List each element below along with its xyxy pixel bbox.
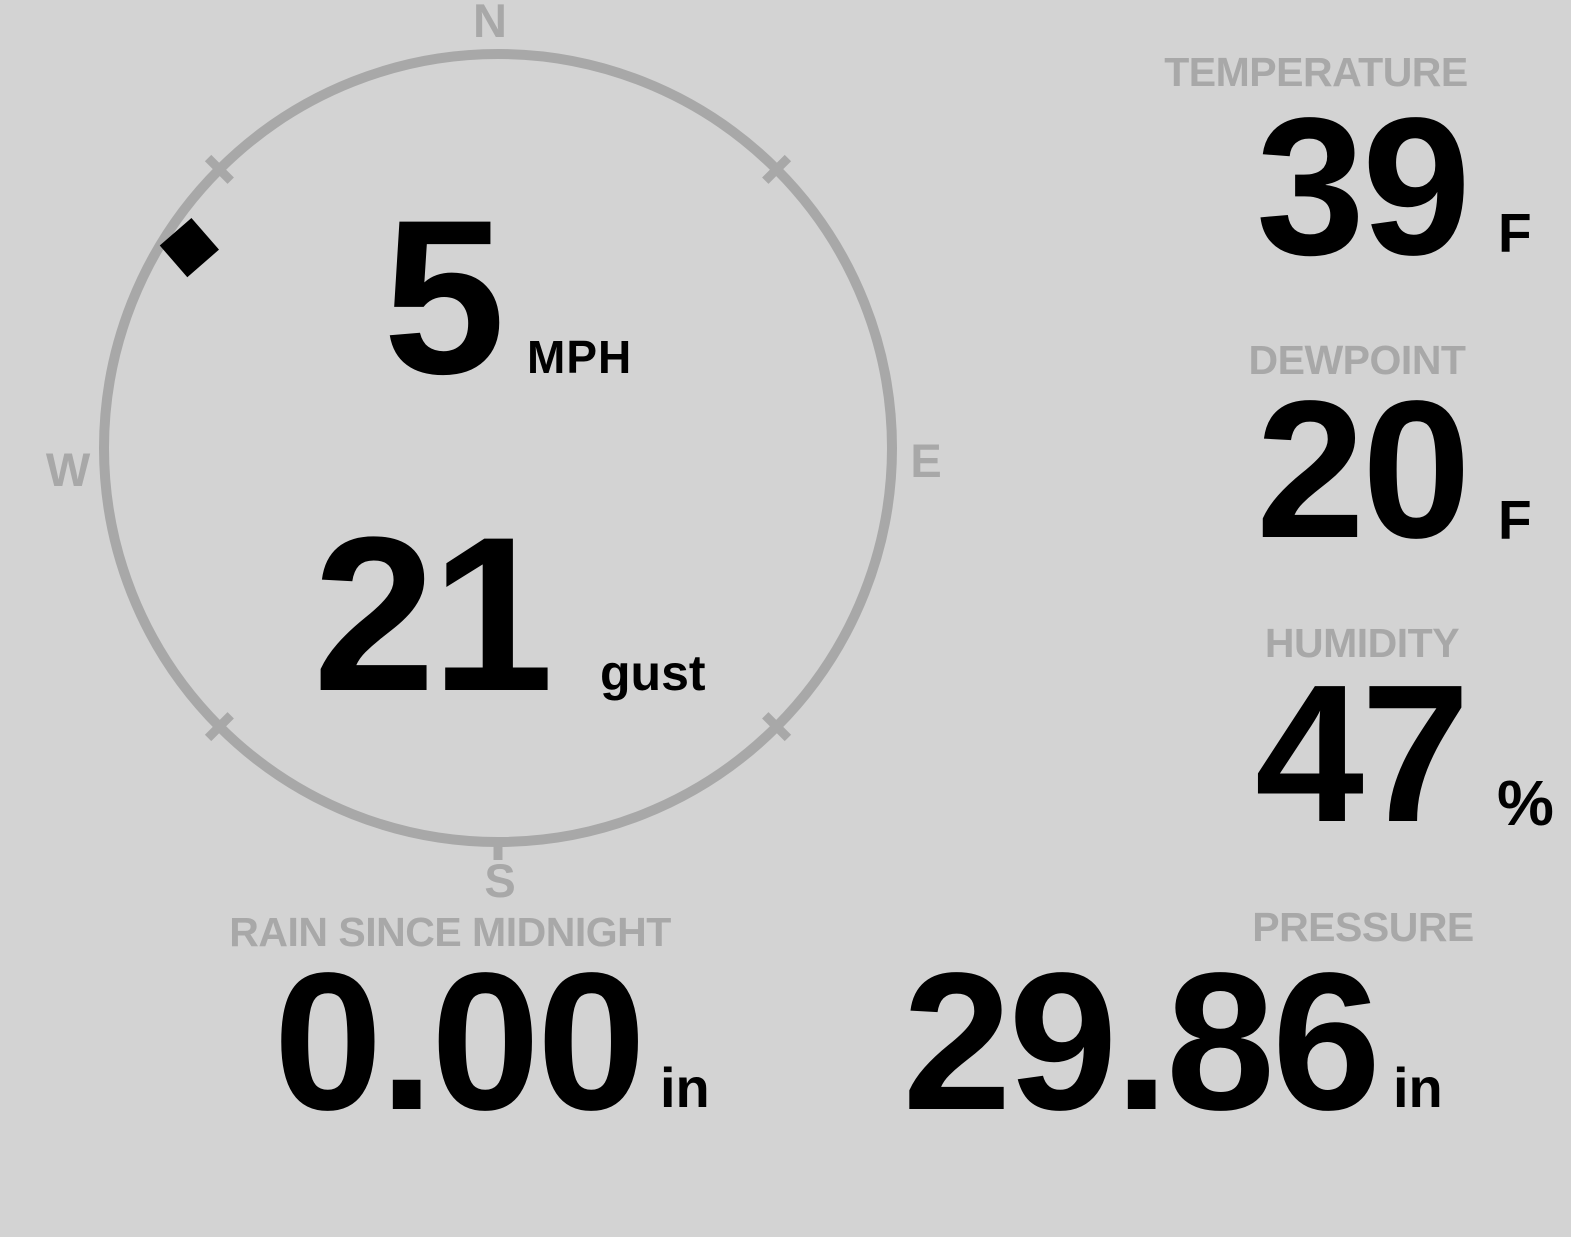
rain-value: 0.00 xyxy=(273,932,646,1151)
rain-label: RAIN SINCE MIDNIGHT xyxy=(229,909,671,955)
temperature-label: TEMPERATURE xyxy=(1164,49,1468,95)
pressure-value: 29.86 xyxy=(902,932,1381,1151)
humidity-unit: % xyxy=(1497,767,1554,839)
wind-speed-value: 5 xyxy=(383,174,505,420)
compass-tick-se xyxy=(762,712,792,742)
wind-speed-unit: MPH xyxy=(527,331,633,383)
compass-tick-sw xyxy=(204,712,234,742)
compass-label-west: W xyxy=(45,443,91,496)
compass-label-south: S xyxy=(484,854,516,907)
temperature-unit: F xyxy=(1498,202,1532,264)
dewpoint-label: DEWPOINT xyxy=(1248,337,1466,383)
wind-direction-marker xyxy=(159,217,219,278)
rain-unit: in xyxy=(660,1056,710,1119)
compass-tick-ne xyxy=(762,154,792,184)
humidity-label: HUMIDITY xyxy=(1264,620,1460,666)
wind-gust-value: 21 xyxy=(313,491,554,737)
dewpoint-unit: F xyxy=(1498,489,1532,551)
pressure-unit: in xyxy=(1393,1056,1443,1119)
pressure-label: PRESSURE xyxy=(1252,904,1474,950)
wind-compass xyxy=(99,49,897,860)
dewpoint-value: 20 xyxy=(1255,360,1471,579)
wind-gust-label: gust xyxy=(600,645,706,701)
wind-direction-diamond xyxy=(159,217,219,278)
temperature-value: 39 xyxy=(1255,77,1471,296)
compass-ticks xyxy=(204,154,792,860)
humidity-value: 47 xyxy=(1254,644,1470,863)
compass-label-north: N xyxy=(473,0,507,47)
compass-tick-nw xyxy=(204,154,234,184)
compass-label-east: E xyxy=(910,434,942,487)
